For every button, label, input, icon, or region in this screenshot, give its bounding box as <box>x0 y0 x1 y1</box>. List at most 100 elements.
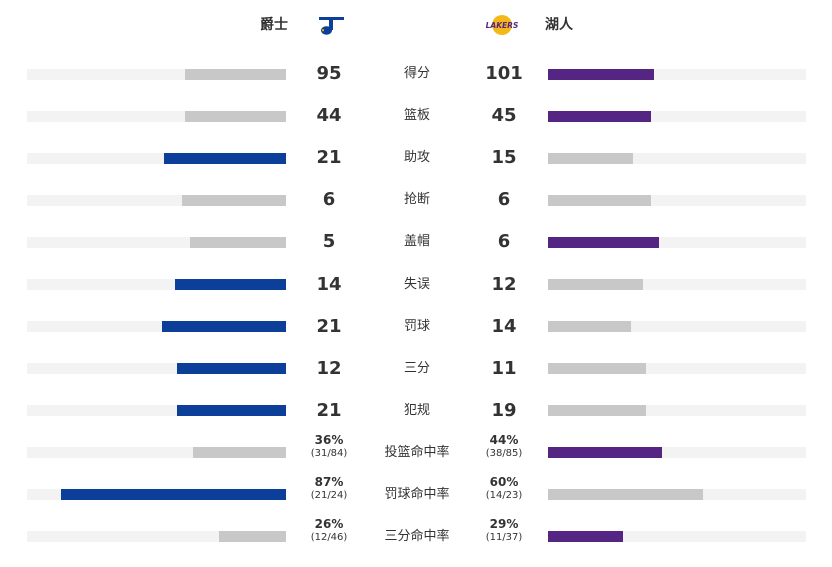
stat-row: 14 12 失误 <box>0 264 832 306</box>
jazz-bar-track <box>27 446 286 458</box>
lakers-bar <box>548 194 651 206</box>
jazz-bar <box>185 110 286 122</box>
jazz-bar <box>193 446 286 458</box>
jazz-bar <box>175 279 286 290</box>
value-main: 60% <box>489 475 519 489</box>
value-main: 44% <box>489 432 519 447</box>
lakers-bar <box>548 531 623 543</box>
lakers-bar-track <box>548 405 806 417</box>
stat-label: 失误 <box>403 276 430 292</box>
lakers-value: 44% (38/85) <box>464 433 544 460</box>
jazz-bar-track <box>27 405 286 417</box>
lakers-bar-track <box>548 363 806 375</box>
stat-row: 12 11 三分 <box>0 348 832 390</box>
lakers-bar <box>548 68 654 80</box>
svg-text:LAKERS: LAKERS <box>486 21 518 30</box>
stat-row: 5 6 盖帽 <box>0 221 832 263</box>
value-main: 101 <box>485 63 523 84</box>
lakers-bar <box>548 321 631 333</box>
jazz-bar <box>185 68 286 80</box>
stat-row: 6 6 抢断 <box>0 179 832 221</box>
jazz-bar-track <box>27 236 286 248</box>
value-main: 21 <box>316 399 342 421</box>
value-main: 19 <box>491 399 517 421</box>
lakers-bar <box>548 405 646 417</box>
value-main: 45 <box>491 105 517 127</box>
lakers-bar <box>548 363 646 375</box>
jazz-value: 21 <box>289 400 369 422</box>
lakers-value: 15 <box>464 147 544 169</box>
team-name-lakers: 湖人 <box>545 17 573 33</box>
jazz-value: 95 <box>289 63 369 85</box>
jazz-bar-track <box>27 152 286 164</box>
lakers-value: 12 <box>464 274 544 296</box>
jazz-bar-track <box>27 321 286 333</box>
lakers-bar-track <box>548 279 806 290</box>
stat-label: 篮板 <box>403 108 430 124</box>
lakers-bar <box>548 110 651 122</box>
jazz-bar <box>162 321 286 333</box>
stat-label: 盖帽 <box>403 234 430 250</box>
jazz-value: 21 <box>289 316 369 338</box>
lakers-value: 14 <box>464 316 544 338</box>
lakers-bar <box>548 446 662 458</box>
value-main: 44 <box>316 105 342 127</box>
jazz-bar-track <box>27 363 286 375</box>
jazz-bar-track <box>27 110 286 122</box>
jazz-value: 14 <box>289 274 369 296</box>
lakers-bar-track <box>548 321 806 333</box>
value-main: 6 <box>322 189 336 211</box>
value-detail: (38/85) <box>485 447 523 459</box>
value-detail: (14/23) <box>485 490 523 501</box>
value-main: 36% <box>314 432 344 447</box>
team-name-jazz: 爵士 <box>260 17 288 33</box>
stat-label: 三分 <box>403 360 430 376</box>
stat-row: 36% (31/84) 44% (38/85) 投篮命中率 <box>0 432 832 474</box>
value-main: 14 <box>316 273 342 295</box>
stat-label: 犯规 <box>403 402 430 418</box>
jazz-bar-track <box>27 68 286 80</box>
stat-row: 26% (12/46) 29% (11/37) 三分命中率 <box>0 516 832 558</box>
jazz-bar-track <box>27 531 286 543</box>
stat-label: 得分 <box>403 66 430 81</box>
stat-row: 21 14 罚球 <box>0 306 832 348</box>
lakers-bar-track <box>548 152 806 164</box>
value-detail: (31/84) <box>310 447 348 459</box>
value-main: 15 <box>491 147 517 169</box>
lakers-value: 60% (14/23) <box>464 475 544 502</box>
value-detail: (11/37) <box>485 532 523 544</box>
value-main: 11 <box>491 357 517 379</box>
value-main: 6 <box>497 231 511 253</box>
jazz-value: 36% (31/84) <box>289 433 369 460</box>
stat-label: 罚球 <box>403 318 430 334</box>
value-main: 21 <box>316 147 342 169</box>
stat-row: 95 101 得分 <box>0 53 832 95</box>
jazz-bar <box>61 489 286 500</box>
value-main: 21 <box>316 315 342 337</box>
lakers-bar-track <box>548 68 806 80</box>
jazz-bar <box>177 363 286 375</box>
lakers-value: 101 <box>464 63 544 85</box>
jazz-value: 21 <box>289 147 369 169</box>
jazz-bar <box>190 236 286 248</box>
jazz-value: 26% (12/46) <box>289 517 369 544</box>
lakers-bar-track <box>548 531 806 543</box>
lakers-bar-track <box>548 489 806 500</box>
jazz-bar <box>219 531 286 543</box>
jazz-value: 5 <box>289 231 369 253</box>
lakers-logo: LAKERS <box>486 14 518 40</box>
value-main: 5 <box>322 231 336 253</box>
stat-label: 罚球命中率 <box>384 487 450 502</box>
stat-row: 44 45 篮板 <box>0 95 832 137</box>
lakers-bar-track <box>548 446 806 458</box>
stat-row: 87% (21/24) 60% (14/23) 罚球命中率 <box>0 474 832 516</box>
jazz-bar-track <box>27 489 286 500</box>
jazz-bar-track <box>27 279 286 290</box>
lakers-bar <box>548 152 633 164</box>
value-main: 29% <box>489 517 519 532</box>
lakers-bar-track <box>548 236 806 248</box>
value-detail: (12/46) <box>310 532 348 544</box>
value-main: 12 <box>491 273 517 295</box>
stat-label: 助攻 <box>403 150 430 166</box>
lakers-value: 6 <box>464 231 544 253</box>
